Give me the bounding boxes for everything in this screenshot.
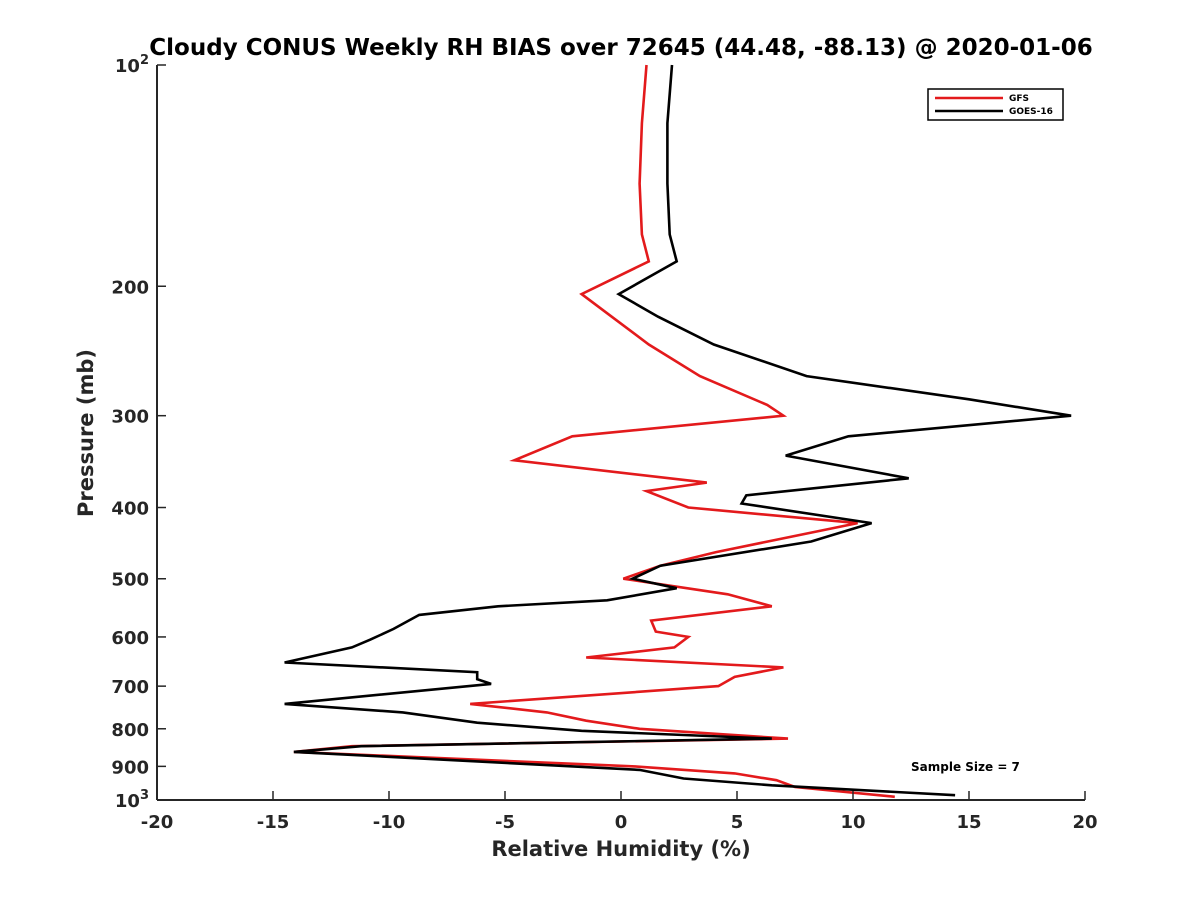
legend-label-gfs: GFS bbox=[1009, 94, 1029, 104]
x-tick-label: 15 bbox=[956, 812, 981, 833]
x-tick-label: 20 bbox=[1072, 812, 1097, 833]
y-tick-label: 900 bbox=[111, 757, 149, 778]
y-tick-label: 600 bbox=[111, 628, 149, 649]
y-tick-label: 200 bbox=[111, 277, 149, 298]
y-ticks: 102 200 300 400 500 600 700 800 900 103 bbox=[111, 53, 166, 812]
y-tick-label: 300 bbox=[111, 407, 149, 428]
x-tick-label: 10 bbox=[840, 812, 865, 833]
chart-title: Cloudy CONUS Weekly RH BIAS over 72645 (… bbox=[149, 35, 1092, 61]
x-tick-label: -5 bbox=[495, 812, 515, 833]
legend-label-goes16: GOES-16 bbox=[1009, 107, 1053, 117]
series-layer bbox=[284, 64, 1072, 799]
y-tick-label: 700 bbox=[111, 677, 149, 698]
series-line-goes16 bbox=[284, 64, 1072, 797]
x-ticks: -20 -15 -10 -5 0 5 10 15 20 bbox=[141, 791, 1098, 833]
x-tick-label: 5 bbox=[731, 812, 744, 833]
x-tick-label: -10 bbox=[373, 812, 406, 833]
y-tick-label: 102 bbox=[115, 53, 149, 77]
y-tick-label: 800 bbox=[111, 720, 149, 741]
legend: GFS GOES-16 bbox=[927, 88, 1064, 121]
legend-box bbox=[927, 88, 1064, 121]
y-axis-label: Pressure (mb) bbox=[74, 349, 98, 517]
x-axis-label: Relative Humidity (%) bbox=[491, 837, 750, 861]
x-tick-label: -20 bbox=[141, 812, 174, 833]
x-tick-label: 0 bbox=[615, 812, 628, 833]
y-tick-label: 500 bbox=[111, 570, 149, 591]
x-tick-label: -15 bbox=[257, 812, 290, 833]
y-tick-label: 103 bbox=[115, 788, 149, 812]
y-tick-label: 400 bbox=[111, 499, 149, 520]
sample-size-annotation: Sample Size = 7 bbox=[911, 760, 1020, 774]
